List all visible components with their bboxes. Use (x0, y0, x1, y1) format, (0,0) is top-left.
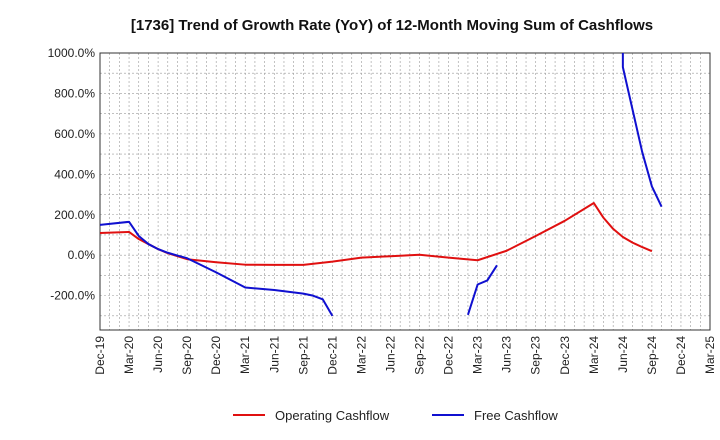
x-tick-label: Sep-21 (296, 336, 310, 375)
y-tick-label: 1000.0% (48, 46, 96, 60)
x-tick-label: Mar-23 (471, 336, 485, 374)
x-tick-label: Dec-24 (674, 336, 688, 375)
x-tick-label: Jun-22 (383, 336, 397, 373)
y-tick-label: 200.0% (54, 208, 95, 222)
legend-label: Free Cashflow (474, 408, 558, 423)
legend: Operating Cashflow Free Cashflow (233, 408, 558, 423)
x-tick-label: Jun-24 (616, 336, 630, 373)
x-tick-label: Sep-23 (529, 336, 543, 375)
series-layer (100, 53, 663, 317)
x-axis: Dec-19 Mar-20 Jun-20 Sep-20 Dec-20 Mar-21 Jun-… (93, 336, 717, 375)
x-tick-label: Mar-20 (122, 336, 136, 374)
x-tick-label: Mar-25 (703, 336, 717, 374)
chart-title: [1736] Trend of Growth Rate (YoY) of 12-… (131, 17, 653, 34)
x-tick-label: Sep-24 (645, 336, 659, 375)
plot-area (99, 52, 711, 331)
x-tick-label: Jun-21 (267, 336, 281, 373)
x-tick-label: Jun-23 (500, 336, 514, 373)
x-tick-label: Mar-24 (587, 336, 601, 374)
x-tick-label: Dec-19 (93, 336, 107, 375)
free-cashflow-line-segment (621, 53, 663, 208)
x-tick-label: Dec-20 (209, 336, 223, 375)
x-tick-label: Sep-22 (413, 336, 427, 375)
y-tick-label: 800.0% (54, 86, 95, 100)
y-tick-label: -200.0% (50, 289, 95, 303)
x-tick-label: Jun-20 (151, 336, 165, 373)
y-tick-label: 400.0% (54, 167, 95, 181)
x-tick-label: Dec-23 (558, 336, 572, 375)
free-cashflow-line-segment (466, 264, 498, 316)
y-tick-label: 0.0% (68, 248, 96, 262)
y-tick-label: 600.0% (54, 127, 95, 141)
x-tick-label: Mar-22 (354, 336, 368, 374)
operating-cashflow-line (100, 202, 653, 266)
free-cashflow-line-segment (100, 220, 334, 317)
x-tick-label: Sep-20 (180, 336, 194, 375)
x-tick-label: Dec-21 (325, 336, 339, 375)
grid-lines (100, 53, 710, 330)
y-axis: 1000.0% 800.0% 600.0% 400.0% 200.0% 0.0% -200.… (48, 46, 96, 303)
x-tick-label: Dec-22 (442, 336, 456, 375)
x-tick-label: Mar-21 (238, 336, 252, 374)
legend-label: Operating Cashflow (275, 408, 390, 423)
